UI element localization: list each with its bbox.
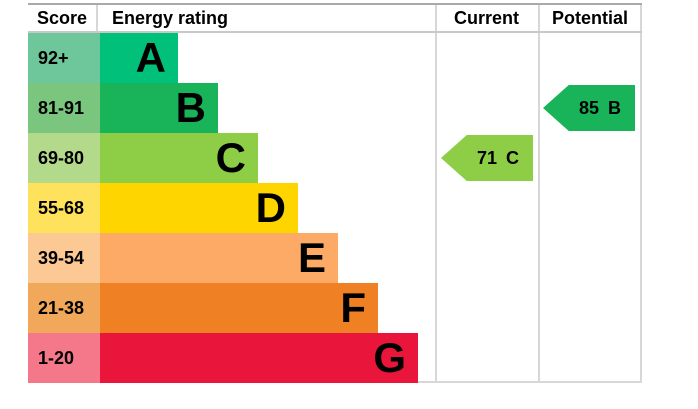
header-potential: Potential — [551, 8, 628, 28]
potential-rating-arrow: 85 B — [543, 85, 635, 131]
score-range: 92+ — [28, 33, 100, 83]
score-range: 81-91 — [28, 83, 100, 133]
band-row-c: 69-80 C — [28, 133, 642, 183]
band-letter: C — [215, 134, 246, 181]
rating-bar-a: A — [100, 33, 178, 83]
score-range: 21-38 — [28, 283, 100, 333]
band-row-f: 21-38 F — [28, 283, 642, 333]
band-letter: E — [297, 234, 326, 281]
gridline-current-right — [538, 3, 540, 383]
header-current: Current — [453, 8, 519, 28]
header-energy-rating: Energy rating — [112, 8, 229, 28]
band-row-b: 81-91 B — [28, 83, 642, 133]
rating-bar-b: B — [100, 83, 218, 133]
band-letter: A — [135, 34, 166, 81]
table-header: Score Energy rating Current Potential — [28, 3, 642, 33]
rating-bar-d: D — [100, 183, 298, 233]
potential-band: B — [608, 97, 622, 118]
score-range: 39-54 — [28, 233, 100, 283]
band-row-g: 1-20 G — [28, 333, 642, 383]
rating-bar-g: G — [100, 333, 418, 383]
current-score: 71 — [476, 147, 498, 168]
band-row-d: 55-68 D — [28, 183, 642, 233]
band-letter: F — [340, 284, 366, 331]
header-separator — [96, 5, 98, 31]
band-row-a: 92+ A — [28, 33, 642, 83]
current-band: C — [506, 147, 520, 168]
score-range: 69-80 — [28, 133, 100, 183]
band-letter: D — [255, 184, 286, 231]
gridline-table-right — [640, 3, 642, 383]
score-range: 55-68 — [28, 183, 100, 233]
gridline-current-left — [435, 3, 437, 383]
score-range: 1-20 — [28, 333, 100, 383]
rating-bar-f: F — [100, 283, 378, 333]
header-score: Score — [36, 8, 88, 28]
band-letter: G — [373, 334, 406, 381]
rating-bar-e: E — [100, 233, 338, 283]
band-row-e: 39-54 E — [28, 233, 642, 283]
potential-score: 85 — [578, 97, 600, 118]
band-letter: B — [175, 84, 206, 131]
rating-bar-c: C — [100, 133, 258, 183]
